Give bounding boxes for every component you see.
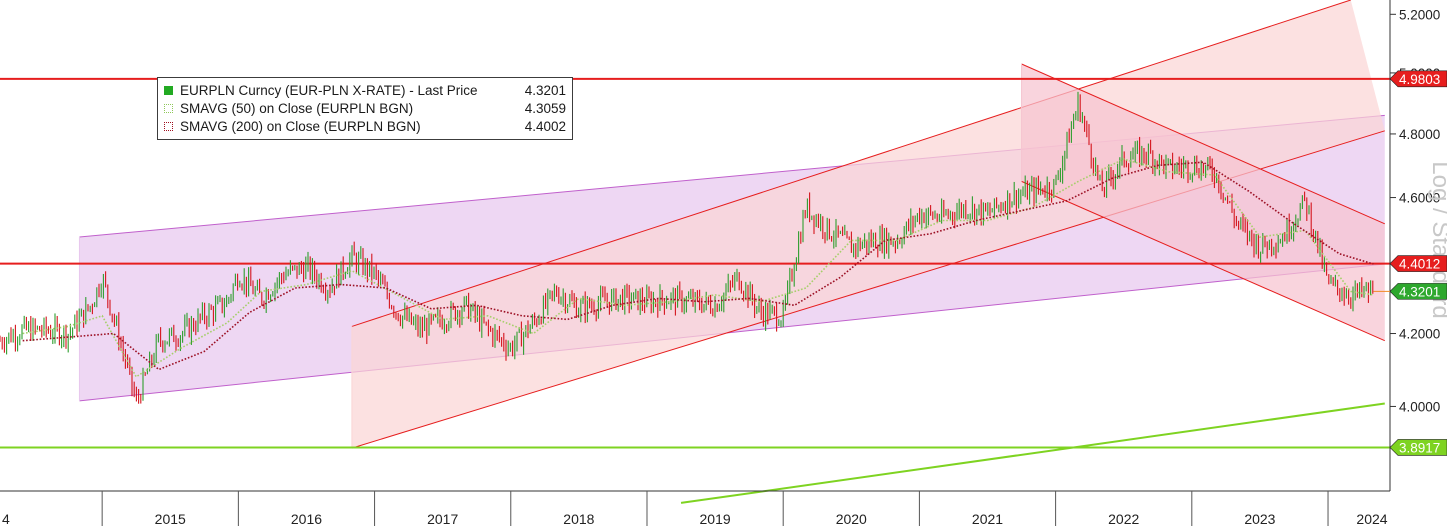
price-labels: 4.9803 4.4012 3.8917 4.3201 bbox=[1373, 70, 1447, 456]
y-tick-label: 4.2000 bbox=[1399, 327, 1440, 342]
legend-value: 4.4002 bbox=[524, 119, 566, 134]
x-tick-label: 2016 bbox=[291, 511, 322, 526]
price-label-box bbox=[1389, 70, 1447, 88]
green-square-icon bbox=[164, 86, 173, 95]
x-tick-label: 2021 bbox=[972, 511, 1003, 526]
green-trend-line bbox=[680, 402, 1385, 504]
x-tick-label: 2024 bbox=[1356, 511, 1387, 526]
channel-3-fill bbox=[1021, 63, 1385, 341]
dotted-square-icon bbox=[164, 104, 173, 113]
x-tick-label: 4 bbox=[2, 511, 10, 526]
legend-item-smavg-50: SMAVG (50) on Close (EURPLN BGN) 4.3059 bbox=[164, 100, 566, 118]
x-tick-label: 2015 bbox=[155, 511, 186, 526]
x-tick-label: 2022 bbox=[1108, 511, 1139, 526]
dotted-square-icon bbox=[164, 122, 173, 131]
y-tick-label: 5.2000 bbox=[1399, 7, 1440, 22]
y-tick-label: 4.8000 bbox=[1399, 127, 1440, 142]
smavg-50-line bbox=[22, 158, 1374, 378]
x-tick-label: 2020 bbox=[836, 511, 867, 526]
y-tick-label: 4.6000 bbox=[1399, 191, 1440, 206]
x-tick-label: 2023 bbox=[1244, 511, 1275, 526]
legend-label: EURPLN Curncy (EUR-PLN X-RATE) - Last Pr… bbox=[180, 83, 478, 98]
price-label-box bbox=[1389, 283, 1447, 300]
price-label-text: 3.8917 bbox=[1399, 440, 1440, 455]
channel-2-upper-line bbox=[351, 0, 1351, 327]
x-axis: 4 2015 2016 2017 2018 2019 2020 2021 2022 2023 202… bbox=[0, 490, 1390, 527]
legend-item-last-price: EURPLN Curncy (EUR-PLN X-RATE) - Last Pr… bbox=[164, 82, 566, 100]
y-axis-title: Log / Standard bbox=[1427, 161, 1447, 318]
price-label-text: 4.3201 bbox=[1399, 284, 1440, 299]
channel-3-upper-line bbox=[1021, 63, 1385, 225]
green-trend-lines bbox=[680, 402, 1385, 504]
legend-label: SMAVG (50) on Close (EURPLN BGN) bbox=[180, 101, 414, 116]
x-tick-label: 2017 bbox=[427, 511, 458, 526]
trend-channels bbox=[78, 0, 1385, 449]
legend-item-smavg-200: SMAVG (200) on Close (EURPLN BGN) 4.4002 bbox=[164, 118, 566, 136]
legend-value: 4.3059 bbox=[524, 101, 566, 116]
smavg-200-line bbox=[22, 161, 1374, 371]
price-label-box bbox=[1389, 439, 1447, 456]
price-label-text: 4.9803 bbox=[1399, 72, 1440, 87]
channel-1-lower-line bbox=[79, 263, 1385, 402]
legend-label: SMAVG (200) on Close (EURPLN BGN) bbox=[180, 119, 421, 134]
x-tick-label: 2018 bbox=[563, 511, 594, 526]
channel-3-lower-line bbox=[1021, 180, 1385, 342]
price-series bbox=[0, 91, 1374, 404]
x-tick-label: 2019 bbox=[700, 511, 731, 526]
price-label-text: 4.4012 bbox=[1399, 257, 1440, 272]
chart-legend: EURPLN Curncy (EUR-PLN X-RATE) - Last Pr… bbox=[157, 77, 573, 140]
price-label-box bbox=[1389, 255, 1447, 272]
y-tick-label: 4.0000 bbox=[1399, 399, 1440, 414]
y-axis: 4.00004.20004.40004.60004.80005.00005.20… bbox=[1389, 0, 1447, 491]
legend-value: 4.3201 bbox=[524, 83, 566, 98]
